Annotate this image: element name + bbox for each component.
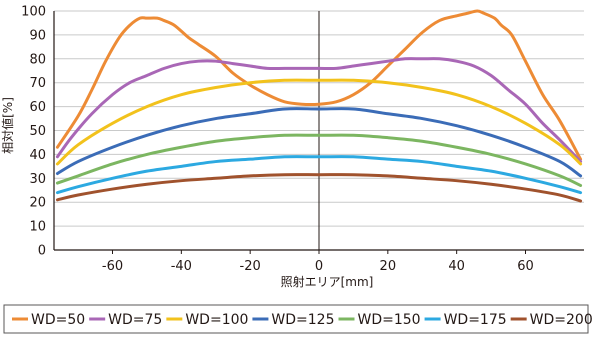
legend-label-wd-150: WD=150: [358, 312, 421, 328]
series-line-wd-75: [55, 57, 583, 164]
x-tick-label-40: 40: [448, 259, 465, 274]
x-tick-label-0: 0: [315, 259, 323, 274]
y-tick-label-10: 10: [29, 220, 46, 235]
y-tick-label-60: 60: [29, 100, 46, 115]
x-axis-title: 照射エリア[mm]: [281, 274, 374, 289]
series-lines: [55, 9, 583, 203]
y-tick-label-40: 40: [29, 148, 46, 163]
legend-label-wd-100: WD=100: [185, 312, 248, 328]
legend-label-wd-125: WD=125: [271, 312, 334, 328]
y-tick-label-0: 0: [38, 244, 46, 259]
series-line-wd-100: [55, 78, 583, 166]
x-tick-label-60: 60: [517, 259, 534, 274]
axes: [53, 11, 584, 254]
y-tick-label-20: 20: [29, 196, 46, 211]
legend-label-wd-175: WD=175: [444, 312, 507, 328]
y-tick-label-50: 50: [29, 124, 46, 139]
x-tick-label--40: -40: [171, 259, 192, 274]
legend-label-wd-75: WD=75: [108, 312, 162, 328]
x-tick-label-20: 20: [380, 259, 397, 274]
x-tick-label--20: -20: [240, 259, 261, 274]
y-tick-label-100: 100: [21, 5, 46, 20]
y-tick-label-80: 80: [29, 52, 46, 67]
series-line-wd-175: [55, 155, 583, 195]
legend: WD=50 WD=75 WD=100 WD=125 WD=150 WD=175 WD=200: [3, 304, 592, 334]
y-tick-label-30: 30: [29, 172, 46, 187]
y-tick-label-90: 90: [29, 28, 46, 43]
y-tick-label-70: 70: [29, 76, 46, 91]
series-line-wd-125: [55, 107, 583, 178]
legend-label-wd-200: WD=200: [530, 312, 592, 328]
series-line-wd-200: [55, 173, 583, 203]
tick-labels: 0 10 20 30 40 50 60 70 80 90 100 -60 -40 -20 0 20 40 60: [21, 5, 534, 275]
series-line-wd-150: [55, 133, 583, 187]
y-axis-title: 相対値[%]: [0, 97, 15, 154]
legend-label-wd-50: WD=50: [31, 312, 85, 328]
series-line-wd-50: [55, 9, 583, 161]
x-tick-label--60: -60: [102, 259, 123, 274]
